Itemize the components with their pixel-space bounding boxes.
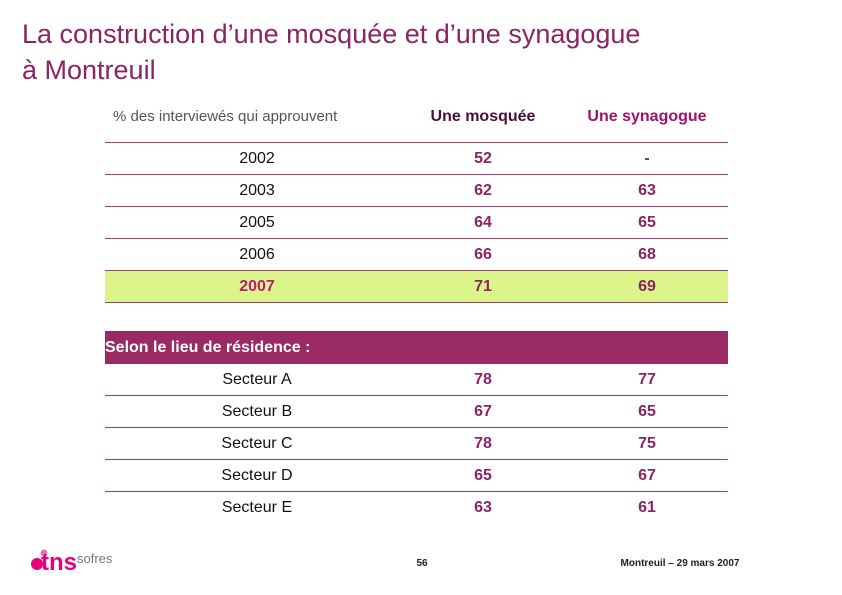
- mosque-value: 71: [474, 278, 492, 295]
- mosque-value: 62: [474, 182, 492, 199]
- table-row-2002: 2002 52 -: [105, 142, 728, 175]
- tns-sofres-logo: tns sofres: [31, 549, 113, 576]
- table-row-2006: 2006 66 68: [105, 239, 728, 271]
- row-label: Secteur E: [221, 499, 293, 516]
- table-row-secteur-d: Secteur D 65 67: [105, 460, 728, 492]
- synagogue-value: 65: [638, 403, 656, 420]
- synagogue-value: -: [644, 150, 650, 167]
- synagogue-value: 75: [638, 435, 656, 452]
- residence-table: Secteur A 78 77 Secteur B 67 65 Secteur …: [105, 364, 728, 523]
- column-header-mosque: Une mosquée: [430, 108, 536, 125]
- row-label: 2003: [239, 182, 275, 199]
- question-label: % des interviewés qui approuvent: [113, 108, 338, 125]
- mosque-value: 66: [474, 246, 492, 263]
- logo-sub-text: sofres: [77, 551, 113, 566]
- row-label: Secteur A: [222, 371, 292, 388]
- column-header-synagogue: Une synagogue: [587, 108, 707, 125]
- logo-dot-icon: [31, 558, 43, 570]
- row-label: 2006: [239, 246, 275, 263]
- row-label: Secteur D: [221, 467, 293, 484]
- mosque-value: 64: [474, 214, 492, 231]
- synagogue-value: 61: [638, 499, 656, 516]
- footer-date: Montreuil – 29 mars 2007: [620, 558, 740, 569]
- synagogue-value: 63: [638, 182, 656, 199]
- synagogue-value: 69: [638, 278, 656, 295]
- logo-dot-small-icon: [40, 549, 48, 557]
- row-label: Secteur C: [221, 435, 293, 452]
- mosque-value: 78: [474, 435, 492, 452]
- years-table: 2002 52 - 2003 62 63 2005 64 65 2006 66 …: [105, 142, 728, 303]
- synagogue-value: 68: [638, 246, 656, 263]
- table-row-secteur-e: Secteur E 63 61: [105, 492, 728, 523]
- title-line-1: La construction d’une mosquée et d’une s…: [22, 19, 641, 49]
- table-row-2005: 2005 64 65: [105, 207, 728, 239]
- logo-main-text: tns: [41, 549, 77, 576]
- synagogue-value: 65: [638, 214, 656, 231]
- row-label: Secteur B: [221, 403, 293, 420]
- table-row-2007-highlighted: 2007 71 69: [105, 271, 728, 303]
- synagogue-value: 67: [638, 467, 656, 484]
- table-row-secteur-b: Secteur B 67 65: [105, 396, 728, 428]
- row-label: 2007: [239, 278, 275, 295]
- table-row-secteur-a: Secteur A 78 77: [105, 364, 728, 396]
- table-row-secteur-c: Secteur C 78 75: [105, 428, 728, 460]
- mosque-value: 52: [474, 150, 492, 167]
- mosque-value: 67: [474, 403, 492, 420]
- mosque-value: 63: [474, 499, 492, 516]
- page-number: 56: [416, 558, 428, 569]
- row-label: 2002: [239, 150, 275, 167]
- row-label: 2005: [239, 214, 275, 231]
- table-row-2003: 2003 62 63: [105, 175, 728, 207]
- synagogue-value: 77: [638, 371, 656, 388]
- page-title: La construction d’une mosquée et d’une s…: [22, 16, 802, 88]
- mosque-value: 65: [474, 467, 492, 484]
- mosque-value: 78: [474, 371, 492, 388]
- title-line-2: à Montreuil: [22, 55, 156, 85]
- residence-section-header: Selon le lieu de résidence :: [105, 331, 728, 364]
